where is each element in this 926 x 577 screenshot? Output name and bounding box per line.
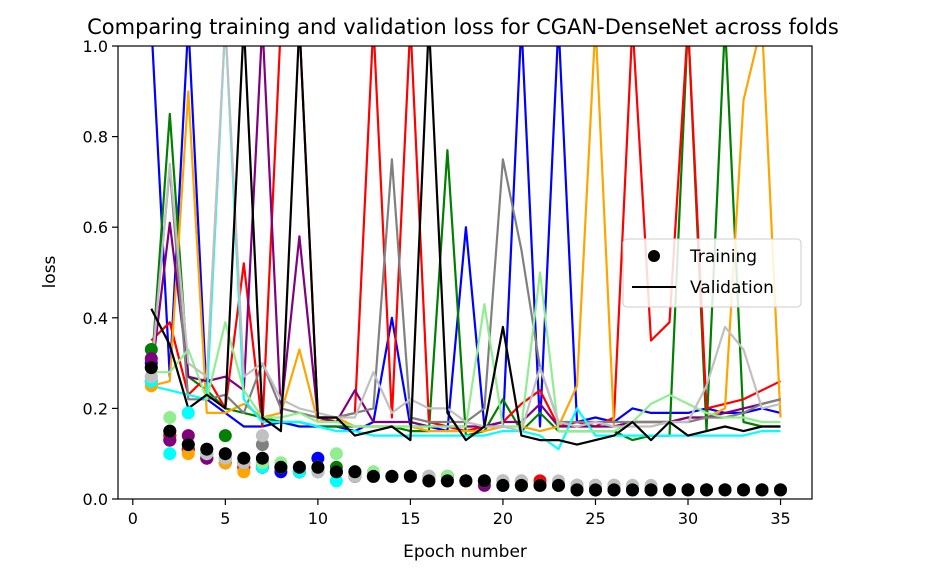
training-point-10-19 (477, 474, 491, 488)
training-point-10-24 (570, 483, 584, 497)
legend: Training Validation (622, 238, 802, 308)
training-point-10-21 (514, 478, 528, 492)
training-point-10-2 (163, 424, 177, 438)
training-point-4-6 (237, 465, 251, 479)
y-axis: 0.0 0.2 0.4 0.6 0.8 1.0 (83, 37, 118, 509)
training-point-9-7 (255, 429, 269, 443)
training-point-2-5 (218, 429, 232, 443)
training-point-8-2 (163, 411, 177, 424)
x-axis-label: Epoch number (403, 542, 527, 562)
training-point-10-13 (366, 469, 380, 483)
y-tick-label: 0.4 (83, 309, 108, 328)
y-tick-label: 0.2 (83, 399, 108, 418)
training-point-10-29 (663, 483, 676, 497)
training-point-10-6 (237, 451, 251, 465)
training-point-10-23 (552, 478, 565, 492)
training-point-9-1 (144, 370, 158, 384)
training-point-10-7 (255, 451, 269, 465)
validation-line-7 (151, 46, 781, 451)
y-axis-label: loss (40, 255, 60, 288)
training-point-10-9 (292, 460, 306, 474)
training-point-10-22 (533, 478, 547, 492)
y-tick-label: 0.8 (83, 128, 108, 147)
legend-frame (622, 238, 802, 308)
legend-training-marker (648, 250, 660, 262)
y-tick-label: 0.6 (83, 218, 108, 237)
x-tick-label: 35 (770, 509, 790, 528)
training-point-10-8 (274, 460, 288, 474)
training-point-5-3 (181, 429, 195, 443)
training-point-6-7 (255, 438, 269, 452)
training-point-5-2 (163, 433, 177, 447)
training-point-8-11 (329, 447, 343, 461)
y-tick-label: 0.0 (83, 490, 108, 509)
training-point-10-27 (626, 483, 639, 497)
training-point-10-25 (589, 483, 602, 497)
training-point-10-18 (459, 474, 473, 488)
training-point-10-15 (403, 469, 417, 483)
x-tick-label: 20 (493, 509, 513, 528)
x-tick-label: 25 (585, 509, 605, 528)
training-point-10-4 (200, 442, 214, 456)
plot-lines (150, 46, 782, 451)
validation-line-10 (150, 46, 781, 446)
plot-points (144, 343, 787, 497)
x-axis: 0 5 10 15 20 25 30 35 (128, 499, 791, 528)
training-point-10-12 (348, 465, 362, 479)
training-point-4-3 (181, 447, 195, 461)
training-point-10-28 (644, 483, 658, 497)
training-point-7-2 (163, 447, 177, 461)
training-point-10-26 (607, 483, 621, 497)
training-point-7-11 (329, 474, 343, 488)
chart-title: Comparing training and validation loss f… (87, 15, 839, 39)
validation-line-8 (151, 271, 781, 433)
training-point-10-31 (700, 483, 713, 497)
training-point-10-34 (755, 483, 769, 497)
training-point-10-1 (144, 361, 158, 375)
plot-frame (117, 45, 813, 500)
training-point-10-30 (681, 483, 695, 497)
training-point-10-14 (385, 469, 399, 483)
training-point-10-20 (496, 478, 510, 492)
x-tick-label: 0 (128, 509, 138, 528)
legend-validation-label: Validation (690, 278, 774, 298)
training-point-10-17 (440, 474, 454, 488)
legend-training-label: Training (689, 247, 757, 267)
training-point-10-5 (218, 447, 232, 461)
validation-line-1 (151, 46, 781, 433)
training-point-10-10 (311, 460, 325, 474)
training-point-10-32 (718, 483, 732, 497)
x-tick-label: 10 (308, 509, 328, 528)
training-point-10-11 (329, 465, 343, 479)
training-point-2-1 (144, 343, 158, 356)
x-tick-label: 30 (678, 509, 698, 528)
y-tick-label: 1.0 (83, 37, 108, 56)
validation-line-9 (150, 46, 781, 433)
training-point-1-10 (311, 451, 325, 465)
training-point-10-35 (774, 483, 787, 497)
training-point-10-33 (737, 483, 750, 497)
training-point-10-3 (181, 438, 195, 452)
training-point-5-1 (144, 352, 158, 366)
training-point-7-3 (181, 406, 195, 420)
x-tick-label: 15 (400, 509, 420, 528)
x-tick-label: 5 (220, 509, 230, 528)
training-point-10-16 (422, 474, 436, 488)
